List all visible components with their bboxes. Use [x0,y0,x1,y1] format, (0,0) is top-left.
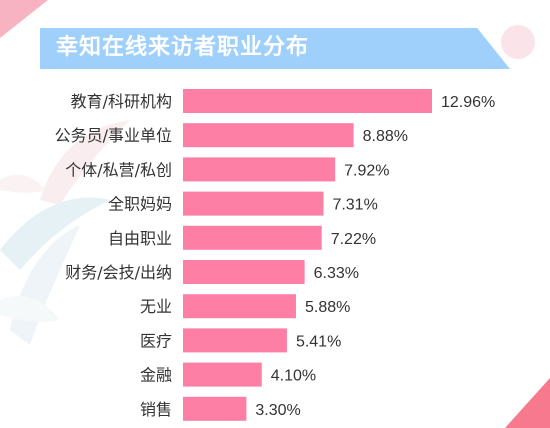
category-label: 公务员/事业单位 [55,126,172,145]
value-label: 5.41% [296,333,341,350]
value-label: 3.30% [255,402,300,419]
bar [183,260,305,284]
value-label: 7.22% [331,231,376,248]
category-label: 自由职业 [108,229,172,248]
value-label: 12.96% [441,94,495,111]
bar [183,294,296,319]
category-label: 金融 [140,366,172,385]
value-label: 7.92% [344,162,389,179]
value-label: 8.88% [363,128,408,145]
value-label: 4.10% [271,368,316,385]
bar [183,396,247,421]
value-label: 7.31% [332,197,377,214]
category-label: 医疗 [140,331,172,350]
pink-circle-decoration [501,25,535,59]
value-label: 6.33% [314,265,359,282]
bar [183,191,324,216]
bar [183,89,432,113]
leaf-decoration [0,120,130,345]
chart-title: 幸知在线来访者职业分布 [56,35,310,60]
category-label: 个体/私营/私创 [65,160,172,179]
bar [183,328,287,353]
category-label: 销售 [140,400,172,419]
category-label: 全职妈妈 [108,195,172,214]
category-label: 无业 [140,297,172,316]
bar [183,123,354,148]
bar [183,225,322,250]
bar [183,157,336,182]
category-label: 教育/科研机构 [71,92,172,111]
bar [183,362,262,387]
title-banner [40,28,510,69]
pink-corner-triangle [0,0,48,38]
value-label: 5.88% [305,299,350,316]
category-label: 财务/会技/出纳 [65,263,172,282]
pink-corner-triangle-bottom [505,378,550,428]
